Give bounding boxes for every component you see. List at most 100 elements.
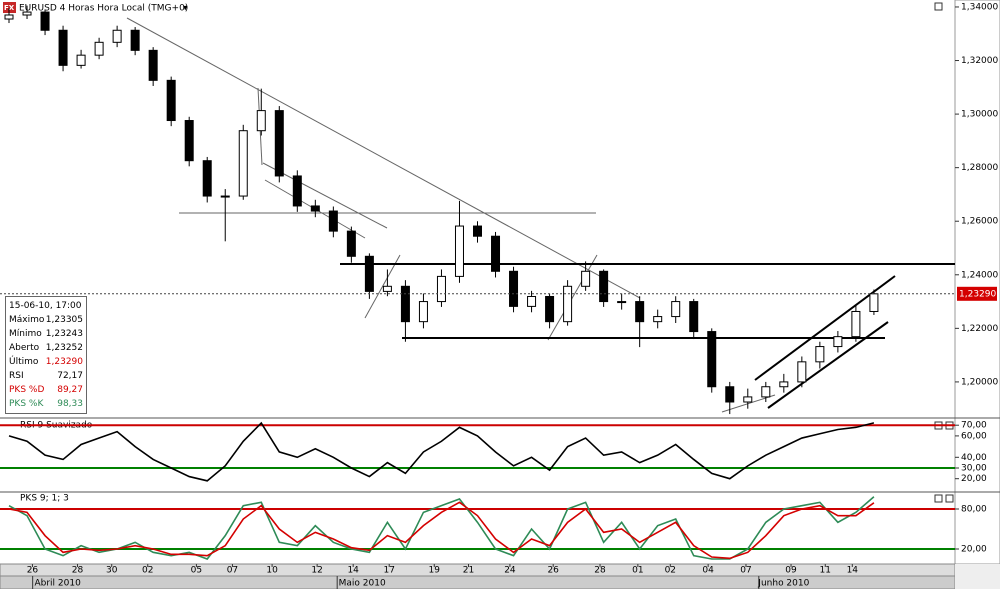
candle-body <box>707 331 717 388</box>
x-tick-label: 02 <box>142 566 153 576</box>
candle-body <box>797 361 807 383</box>
info-value: 1,23290 <box>45 357 83 367</box>
x-tick-label: 07 <box>227 566 238 576</box>
candle-body <box>58 29 68 66</box>
candle-body <box>76 54 86 66</box>
candle-body <box>635 301 645 323</box>
candle-body <box>166 79 176 122</box>
candle-body <box>473 225 482 237</box>
x-tick-label: 05 <box>191 566 202 576</box>
y-tick-label: 70,00 <box>961 421 987 431</box>
x-tick-label: 26 <box>27 566 39 576</box>
candle-body <box>779 381 789 388</box>
candle-body <box>815 346 825 363</box>
candle-body <box>653 316 663 323</box>
candle-body <box>436 275 446 303</box>
candle-body <box>184 120 194 162</box>
candle-body <box>527 295 537 307</box>
candle-body <box>400 285 410 323</box>
info-row: Mínimo 1,23243 <box>9 327 83 341</box>
info-row: Aberto 1,23252 <box>9 341 83 355</box>
candle-body <box>689 301 699 333</box>
candle-body <box>617 301 627 304</box>
candle-body <box>22 11 32 16</box>
candle-body <box>671 301 681 318</box>
last-price-label: 1,23290 <box>959 289 996 299</box>
info-value: 1,23243 <box>45 329 83 339</box>
indicator-line <box>8 421 875 482</box>
x-tick-label: 30 <box>106 566 118 576</box>
info-label: Último <box>9 357 39 367</box>
x-tick-label: 09 <box>785 566 797 576</box>
info-row: Último 1,23290 <box>9 355 83 369</box>
x-tick-label: 11 <box>820 566 831 576</box>
candle-body <box>130 29 140 51</box>
x-tick-label: 17 <box>383 566 394 576</box>
y-tick-label: 1,34000 <box>961 2 998 12</box>
x-tick-label: 21 <box>463 566 474 576</box>
fx-icon <box>3 2 16 13</box>
candle-body <box>328 210 338 232</box>
y-tick-label: 1,22000 <box>961 324 998 334</box>
info-label: Máximo <box>9 315 45 325</box>
info-label: Mínimo <box>9 329 42 339</box>
info-value: 72,17 <box>57 371 83 381</box>
x-tick-label: 26 <box>547 566 559 576</box>
menu-arrow[interactable]: ▾ <box>183 4 188 14</box>
info-label: PKS %K <box>9 399 44 409</box>
info-panel: 15-06-10, 17:00 Máximo 1,23305 Mínimo 1,232… <box>5 296 87 414</box>
info-row: RSI 72,17 <box>9 369 83 383</box>
window-button[interactable] <box>934 2 943 11</box>
info-row: Máximo 1,23305 <box>9 313 83 327</box>
candle-body <box>491 235 501 272</box>
chart-title: EURUSD 4 Horas Hora Local (TMG+0) <box>19 4 188 14</box>
y-tick-label: 80,00 <box>961 505 987 515</box>
candle-body <box>274 110 284 177</box>
x-tick-label: 10 <box>266 566 278 576</box>
candle-body <box>761 386 771 398</box>
window-button[interactable] <box>945 494 954 503</box>
candle-body <box>833 336 843 348</box>
candle-body <box>94 41 104 56</box>
x-tick-label: 01 <box>632 566 643 576</box>
candle-body <box>725 386 735 403</box>
candle-body <box>418 301 428 323</box>
month-label: Abril 2010 <box>34 579 81 589</box>
y-tick-label: 1,26000 <box>961 217 998 227</box>
info-value: 1,23305 <box>45 315 83 325</box>
candle-body <box>4 14 14 20</box>
x-tick-label: 07 <box>740 566 751 576</box>
x-tick-label: 24 <box>504 566 516 576</box>
info-value: 89,27 <box>57 385 83 395</box>
candle-body <box>40 11 50 31</box>
y-tick-label: 40,00 <box>961 453 987 463</box>
x-tick-label: 28 <box>594 566 606 576</box>
x-tick-label: 19 <box>429 566 441 576</box>
candle-body <box>292 175 302 207</box>
x-tick-label: 28 <box>72 566 84 576</box>
candle-body <box>112 29 122 43</box>
fx-icon-text: FX <box>4 4 15 12</box>
support-lines <box>340 263 955 409</box>
info-row: PKS %K 98,33 <box>9 397 83 411</box>
candle-body <box>238 130 248 197</box>
corner <box>955 564 1000 589</box>
info-label: PKS %D <box>9 385 45 395</box>
info-label: Aberto <box>9 343 40 353</box>
candle-body <box>220 195 230 198</box>
info-value: 98,33 <box>57 399 83 409</box>
candle-body <box>256 110 266 132</box>
info-value: 1,23252 <box>45 343 83 353</box>
candle-body <box>364 255 374 292</box>
last-price-box <box>957 286 997 301</box>
x-tick-label: 12 <box>311 566 322 576</box>
y-tick-label: 60,00 <box>961 431 987 441</box>
y-tick-label: 1,24000 <box>961 270 998 280</box>
candle-body <box>869 293 879 312</box>
y-tick-label: 1,30000 <box>961 110 998 120</box>
month-label: Maio 2010 <box>339 579 386 589</box>
window-button[interactable] <box>934 494 943 503</box>
x-tick-label: 02 <box>665 566 676 576</box>
